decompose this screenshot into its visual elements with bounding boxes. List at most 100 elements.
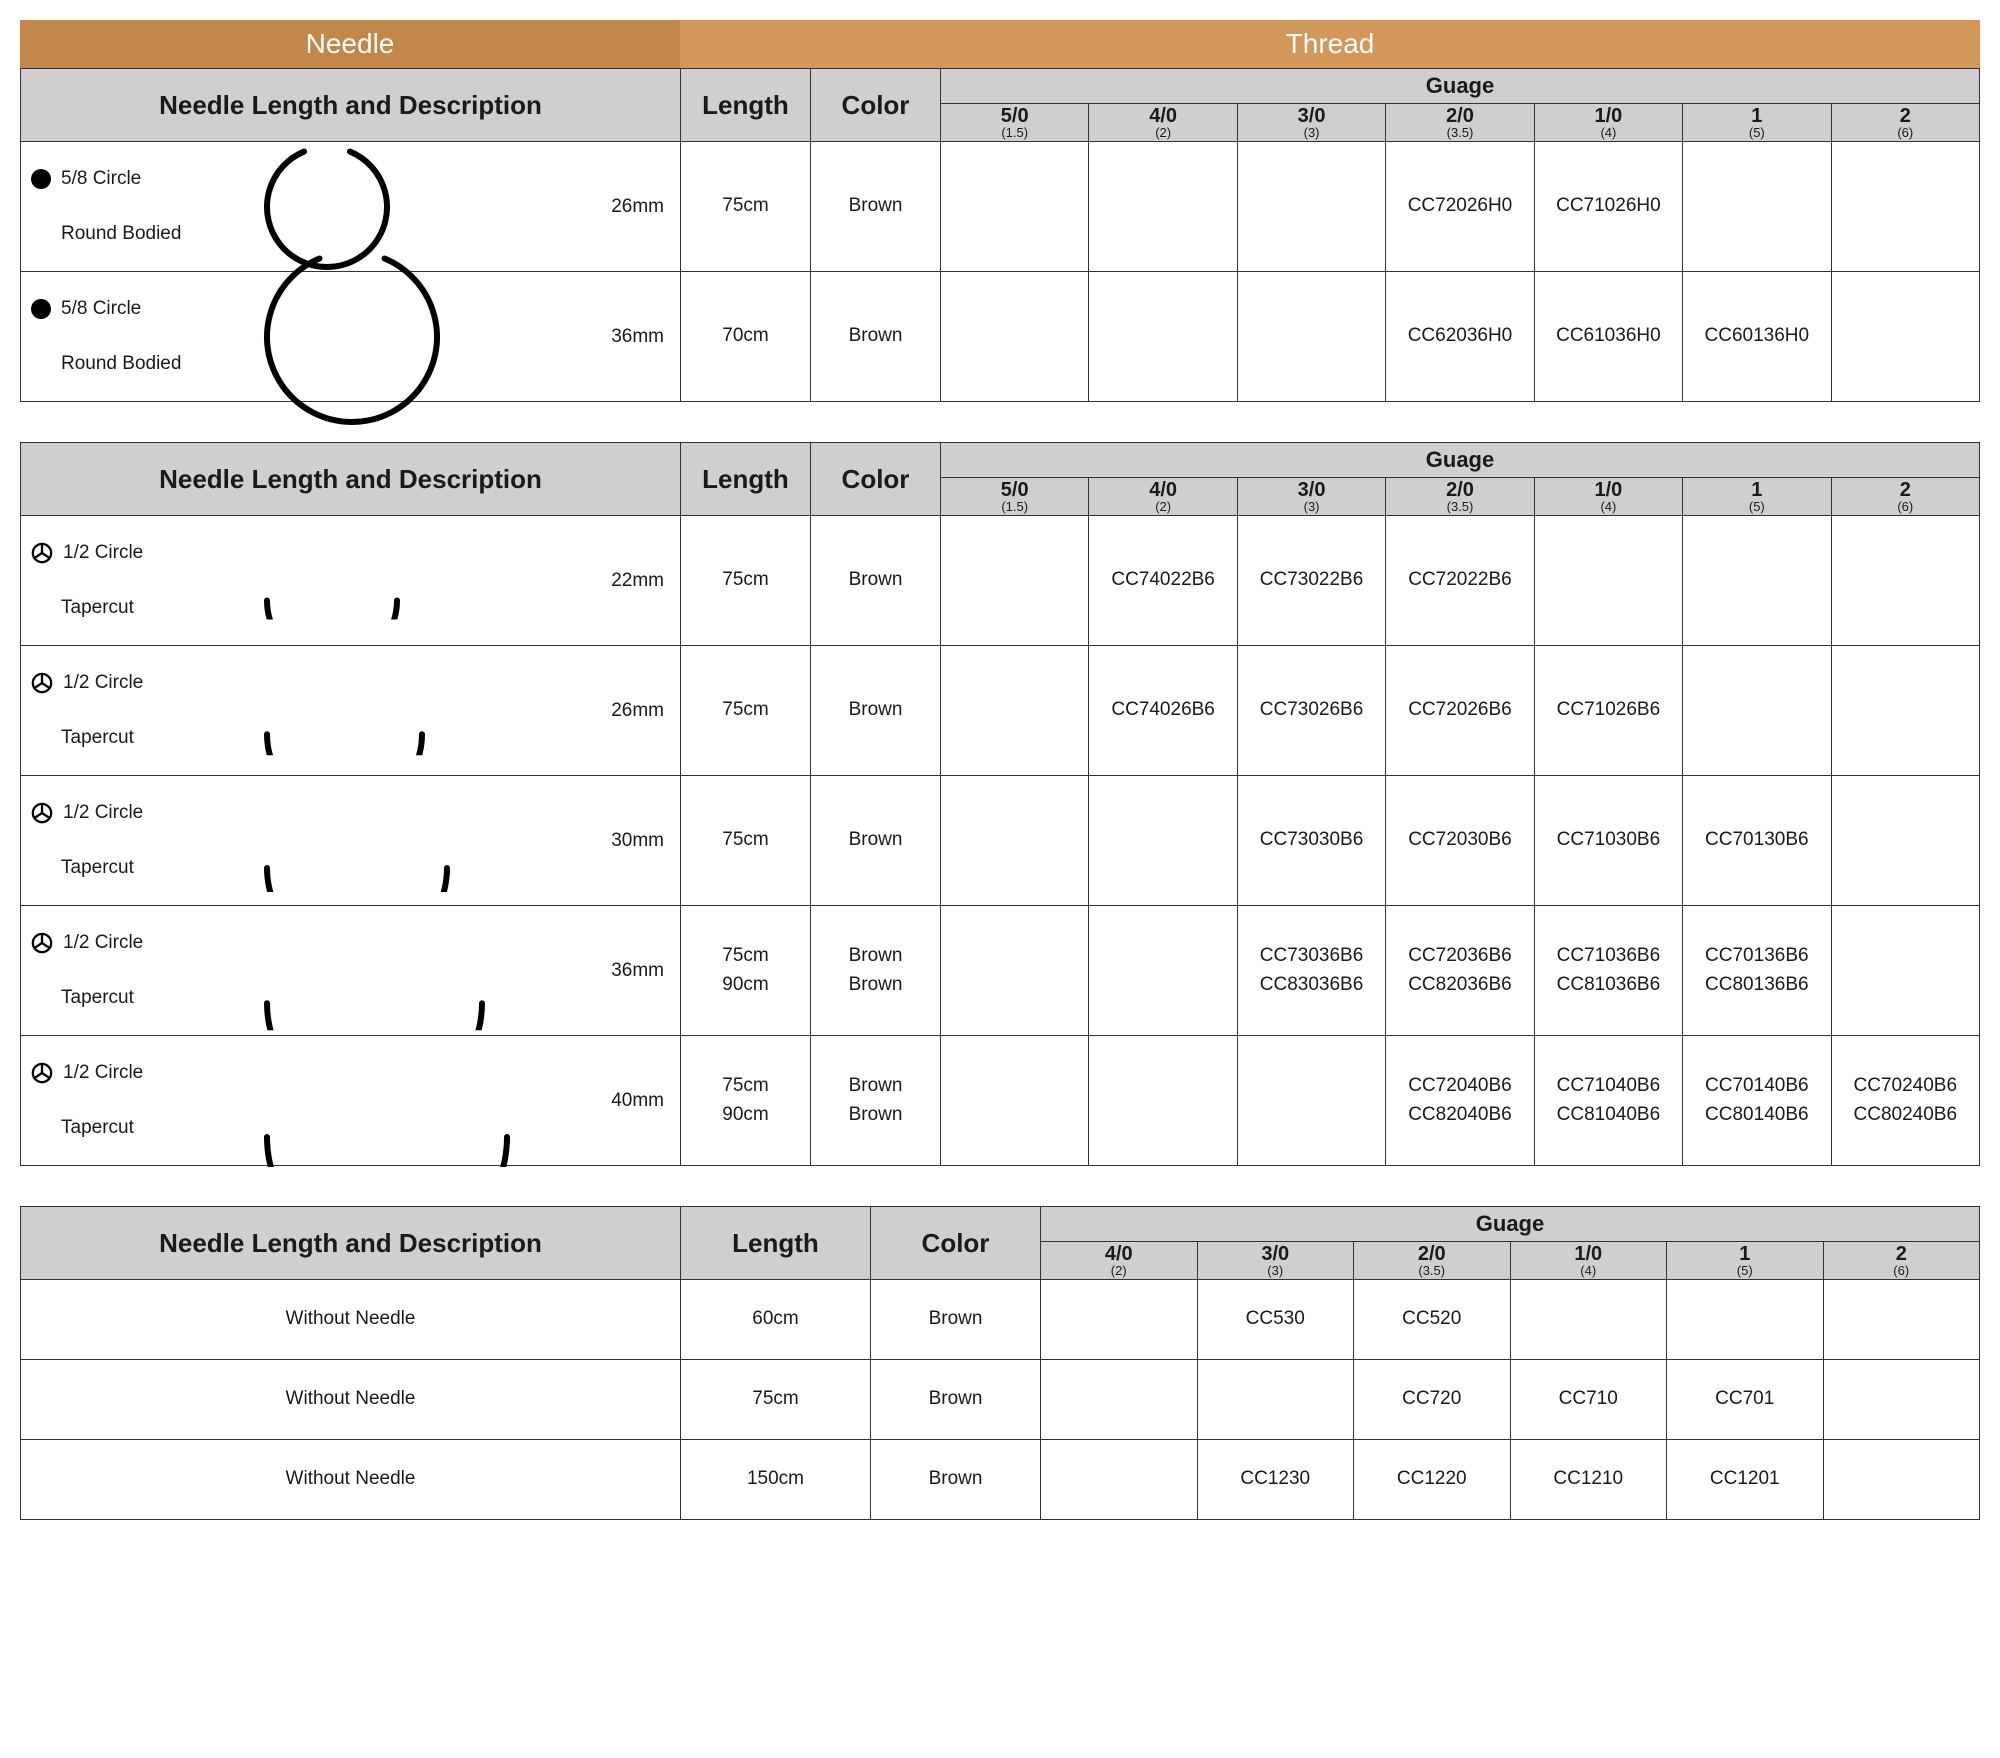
gauge-col-header: 2/0(3.5) xyxy=(1386,478,1534,516)
product-code-cell xyxy=(1831,906,1979,1036)
product-code-cell: CC71036B6CC81036B6 xyxy=(1534,906,1682,1036)
table-row: Without Needle150cmBrownCC1230CC1220CC12… xyxy=(21,1440,1980,1520)
product-code-cell: CC62036H0 xyxy=(1386,272,1534,402)
product-code-cell xyxy=(941,776,1089,906)
needle-description-cell: 1/2 CircleTapercut36mm xyxy=(21,906,681,1036)
round-bodied-icon xyxy=(31,299,51,319)
gauge-col-header: 2(6) xyxy=(1831,478,1979,516)
gauge-col-header: 3/0(3) xyxy=(1197,1242,1354,1280)
needle-arc-icon xyxy=(261,790,453,892)
product-code-cell: CC73026B6 xyxy=(1237,646,1385,776)
product-code-cell xyxy=(1041,1360,1198,1440)
needle-arc-icon xyxy=(261,1035,513,1167)
thread-color-cell: Brown xyxy=(811,272,941,402)
product-code-cell: CC72022B6 xyxy=(1386,516,1534,646)
needle-description-cell: 1/2 CircleTapercut40mm xyxy=(21,1036,681,1166)
product-code-cell xyxy=(1683,142,1831,272)
table-row: 1/2 CircleTapercut22mm75cmBrownCC74022B6… xyxy=(21,516,1980,646)
thread-length-cell: 150cm xyxy=(681,1440,871,1520)
needle-arc-icon xyxy=(261,666,428,756)
product-code-cell xyxy=(1831,776,1979,906)
needle-desc-header: Needle Length and Description xyxy=(21,69,681,142)
gauge-col-header: 4/0(2) xyxy=(1089,478,1237,516)
suture-table-1: Needle Length and DescriptionLengthColor… xyxy=(20,68,1980,402)
product-code-cell xyxy=(1823,1360,1980,1440)
product-code-cell: CC70140B6CC80140B6 xyxy=(1683,1036,1831,1166)
needle-description-cell: 1/2 Circle Tapercut 30mm xyxy=(21,776,681,906)
color-header: Color xyxy=(811,69,941,142)
needle-circle-label: 5/8 Circle xyxy=(61,168,141,190)
product-code-cell xyxy=(941,516,1089,646)
needle-length-mm: 22mm xyxy=(611,570,664,592)
gauge-col-header: 5/0(1.5) xyxy=(941,104,1089,142)
table-row: 1/2 CircleTapercut36mm75cm90cmBrownBrown… xyxy=(21,906,1980,1036)
product-code-cell: CC71030B6 xyxy=(1534,776,1682,906)
top-header-bar: Needle Thread xyxy=(20,20,1980,68)
product-code-cell: CC70136B6CC80136B6 xyxy=(1683,906,1831,1036)
tapercut-icon xyxy=(31,542,53,564)
product-code-cell xyxy=(1683,516,1831,646)
product-code-cell xyxy=(1089,776,1237,906)
table-row: 1/2 CircleTapercut30mm75cmBrownCC73030B6… xyxy=(21,776,1980,906)
length-header: Length xyxy=(681,1207,871,1280)
color-header: Color xyxy=(811,443,941,516)
product-code-cell: CC530 xyxy=(1197,1280,1354,1360)
needle-type-label: Tapercut xyxy=(31,727,231,749)
product-code-cell: CC72040B6CC82040B6 xyxy=(1386,1036,1534,1166)
product-code-cell: CC72030B6 xyxy=(1386,776,1534,906)
table-row: 5/8 CircleRound Bodied36mm70cmBrownCC620… xyxy=(21,272,1980,402)
tapercut-icon xyxy=(31,932,53,954)
thread-color-cell: Brown xyxy=(811,646,941,776)
thread-length-cell: 70cm xyxy=(681,272,811,402)
product-code-cell xyxy=(1823,1280,1980,1360)
thread-length-cell: 75cm xyxy=(681,1360,871,1440)
table-row: 1/2 CircleTapercut40mm75cm90cmBrownBrown… xyxy=(21,1036,1980,1166)
needle-type-label: Round Bodied xyxy=(31,353,231,375)
product-code-cell: CC74026B6 xyxy=(1089,646,1237,776)
needle-length-mm: 40mm xyxy=(611,1090,664,1112)
product-code-cell xyxy=(1831,142,1979,272)
needle-circle-label: 1/2 Circle xyxy=(63,672,143,694)
thread-color-cell: Brown xyxy=(871,1360,1041,1440)
product-code-cell xyxy=(1831,516,1979,646)
needle-length-mm: 36mm xyxy=(611,326,664,348)
gauge-col-header: 3/0(3) xyxy=(1237,478,1385,516)
color-header: Color xyxy=(871,1207,1041,1280)
product-code-cell xyxy=(1089,142,1237,272)
gauge-col-header: 1(5) xyxy=(1683,478,1831,516)
product-code-cell: CC710 xyxy=(1510,1360,1667,1440)
thread-color-cell: BrownBrown xyxy=(811,906,941,1036)
needle-type-label: Tapercut xyxy=(31,857,231,879)
product-code-cell xyxy=(1041,1280,1198,1360)
needle-arc-icon xyxy=(261,542,403,619)
needle-desc-header: Needle Length and Description xyxy=(21,443,681,516)
product-code-cell: CC1210 xyxy=(1510,1440,1667,1520)
thread-length-cell: 75cm90cm xyxy=(681,1036,811,1166)
product-code-cell xyxy=(1089,906,1237,1036)
product-code-cell xyxy=(1510,1280,1667,1360)
thread-length-cell: 60cm xyxy=(681,1280,871,1360)
thread-length-cell: 75cm xyxy=(681,776,811,906)
product-code-cell: CC72036B6CC82036B6 xyxy=(1386,906,1534,1036)
gauge-header: Guage xyxy=(941,443,1980,478)
product-code-cell: CC1220 xyxy=(1354,1440,1511,1520)
length-header: Length xyxy=(681,69,811,142)
round-bodied-icon xyxy=(31,169,51,189)
table-row: Without Needle60cmBrownCC530CC520 xyxy=(21,1280,1980,1360)
needle-type-label: Tapercut xyxy=(31,597,231,619)
needle-circle-label: 1/2 Circle xyxy=(63,932,143,954)
needle-arc-icon xyxy=(261,246,443,428)
product-code-cell: CC70240B6CC80240B6 xyxy=(1831,1036,1979,1166)
thread-color-cell: Brown xyxy=(871,1440,1041,1520)
needle-length-mm: 30mm xyxy=(611,830,664,852)
product-code-cell xyxy=(941,906,1089,1036)
needle-arc-icon xyxy=(261,911,488,1031)
thread-length-cell: 75cm90cm xyxy=(681,906,811,1036)
product-code-cell: CC720 xyxy=(1354,1360,1511,1440)
needle-circle-label: 1/2 Circle xyxy=(63,802,143,824)
thread-section-header: Thread xyxy=(680,20,1980,68)
product-code-cell: CC70130B6 xyxy=(1683,776,1831,906)
gauge-col-header: 2/0(3.5) xyxy=(1386,104,1534,142)
tapercut-icon xyxy=(31,672,53,694)
gauge-col-header: 1/0(4) xyxy=(1534,104,1682,142)
